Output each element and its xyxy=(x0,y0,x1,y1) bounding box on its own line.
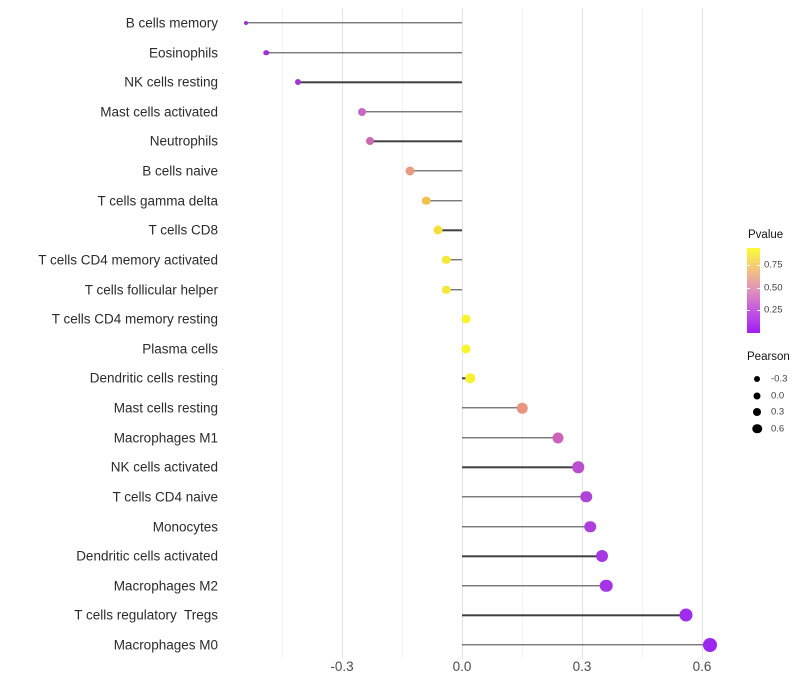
pvalue-bar-tick xyxy=(757,265,760,266)
x-tick-label: 0.6 xyxy=(692,659,712,674)
lollipop-stem xyxy=(410,170,462,172)
lollipop-stem xyxy=(462,466,578,468)
cell-type-label: Mast cells resting xyxy=(113,400,218,416)
cell-type-label: T cells CD4 memory resting xyxy=(51,311,218,327)
cell-type-label: Dendritic cells resting xyxy=(89,370,218,386)
lollipop-stem xyxy=(462,436,558,439)
lollipop-stem xyxy=(462,644,710,646)
gridline-major xyxy=(342,8,343,659)
pvalue-bar-tick xyxy=(757,287,760,289)
pearson-key-label: 0.0 xyxy=(771,390,785,401)
lollipop-stem xyxy=(246,22,462,24)
lollipop-dot xyxy=(421,196,431,205)
lollipop-stem xyxy=(362,111,462,113)
pearson-key-dot xyxy=(753,408,761,416)
pvalue-bar-tick xyxy=(747,287,750,289)
cell-type-label: T cells CD4 naive xyxy=(112,489,218,505)
x-tick-label: -0.3 xyxy=(330,659,354,674)
lollipop-stem xyxy=(446,259,462,261)
lollipop-dot xyxy=(366,137,374,146)
gridline-major xyxy=(582,8,583,659)
pvalue-tick-label: 0.75 xyxy=(764,259,783,271)
cell-type-label: T cells gamma delta xyxy=(97,193,218,209)
lollipop-dot xyxy=(679,608,693,622)
cell-type-label: NK cells activated xyxy=(110,459,218,475)
lollipop-stem xyxy=(462,585,606,587)
cell-type-label: Macrophages M1 xyxy=(113,430,218,446)
lollipop-dot xyxy=(405,166,415,176)
lollipop-dot xyxy=(599,579,613,593)
lollipop-stem xyxy=(462,525,590,528)
lollipop-dot xyxy=(244,21,248,25)
lollipop-dot xyxy=(441,255,451,265)
gridline-minor xyxy=(522,8,523,659)
lollipop-dot xyxy=(465,373,475,384)
lollipop-stem xyxy=(426,200,462,202)
pvalue-tick-label: 0.25 xyxy=(764,304,783,316)
pearson-key-label: 0.3 xyxy=(771,406,785,418)
cell-type-label: T cells CD8 xyxy=(148,222,218,238)
lollipop-stem xyxy=(462,496,586,498)
pearson-key-dot xyxy=(752,423,762,434)
lollipop-stem xyxy=(462,407,522,409)
cell-type-label: Mast cells activated xyxy=(100,104,218,120)
pvalue-bar-tick xyxy=(747,265,750,266)
lollipop-stem xyxy=(462,614,686,617)
lollipop-dot xyxy=(461,314,471,324)
lollipop-dot xyxy=(596,550,608,563)
lollipop-dot xyxy=(263,49,269,56)
pvalue-bar-tick xyxy=(757,310,760,312)
gridline-major xyxy=(462,8,463,659)
lollipop-dot xyxy=(295,79,301,86)
gridline-minor xyxy=(642,8,643,659)
gridline-minor xyxy=(402,8,403,659)
lollipop-dot xyxy=(461,344,471,354)
x-tick-label: 0.3 xyxy=(572,659,592,674)
lollipop-dot xyxy=(433,225,443,235)
lollipop-dot xyxy=(584,520,596,533)
cell-type-label: NK cells resting xyxy=(124,74,218,90)
gridline-major xyxy=(702,8,703,659)
cell-type-label: T cells regulatory Tregs xyxy=(74,607,218,623)
cell-type-label: B cells memory xyxy=(125,15,218,31)
lollipop-stem xyxy=(266,51,462,54)
lollipop-stem xyxy=(370,140,462,143)
cell-type-label: Macrophages M0 xyxy=(113,637,218,653)
pearson-key-dot xyxy=(754,376,760,382)
pvalue-tick-label: 0.50 xyxy=(764,282,783,294)
pearson-legend-title: Pearson xyxy=(747,351,790,363)
cell-type-label: Monocytes xyxy=(152,519,218,535)
cell-type-label: T cells follicular helper xyxy=(84,282,218,298)
gridline-minor xyxy=(282,8,283,659)
pearson-key-label: -0.3 xyxy=(771,373,788,385)
lollipop-dot xyxy=(580,491,592,503)
lollipop-stem xyxy=(298,81,462,83)
cell-type-label: Eosinophils xyxy=(148,45,218,61)
cell-type-label: Plasma cells xyxy=(142,341,218,357)
cell-type-label: Macrophages M2 xyxy=(113,578,218,594)
cell-type-label: Dendritic cells activated xyxy=(76,548,218,564)
lollipop-dot xyxy=(516,402,528,414)
pearson-key-label: 0.6 xyxy=(771,423,785,434)
lollipop-stem xyxy=(462,555,602,557)
cell-type-label: B cells naive xyxy=(142,163,218,179)
lollipop-stem xyxy=(438,229,462,232)
lollipop-dot xyxy=(552,432,564,444)
pearson-key-dot xyxy=(753,392,761,399)
lollipop-dot xyxy=(572,461,584,474)
cell-type-label: T cells CD4 memory activated xyxy=(38,252,218,268)
lollipop-dot xyxy=(358,107,366,116)
lollipop-stem xyxy=(446,288,462,291)
cell-type-label: Neutrophils xyxy=(149,133,218,149)
pvalue-legend-title: Pvalue xyxy=(748,229,784,241)
lollipop-dot xyxy=(703,638,717,653)
pvalue-gradient-bar xyxy=(747,248,760,333)
x-tick-label: 0.0 xyxy=(452,659,472,674)
lollipop-dot xyxy=(441,285,451,294)
pvalue-bar-tick xyxy=(747,310,750,312)
